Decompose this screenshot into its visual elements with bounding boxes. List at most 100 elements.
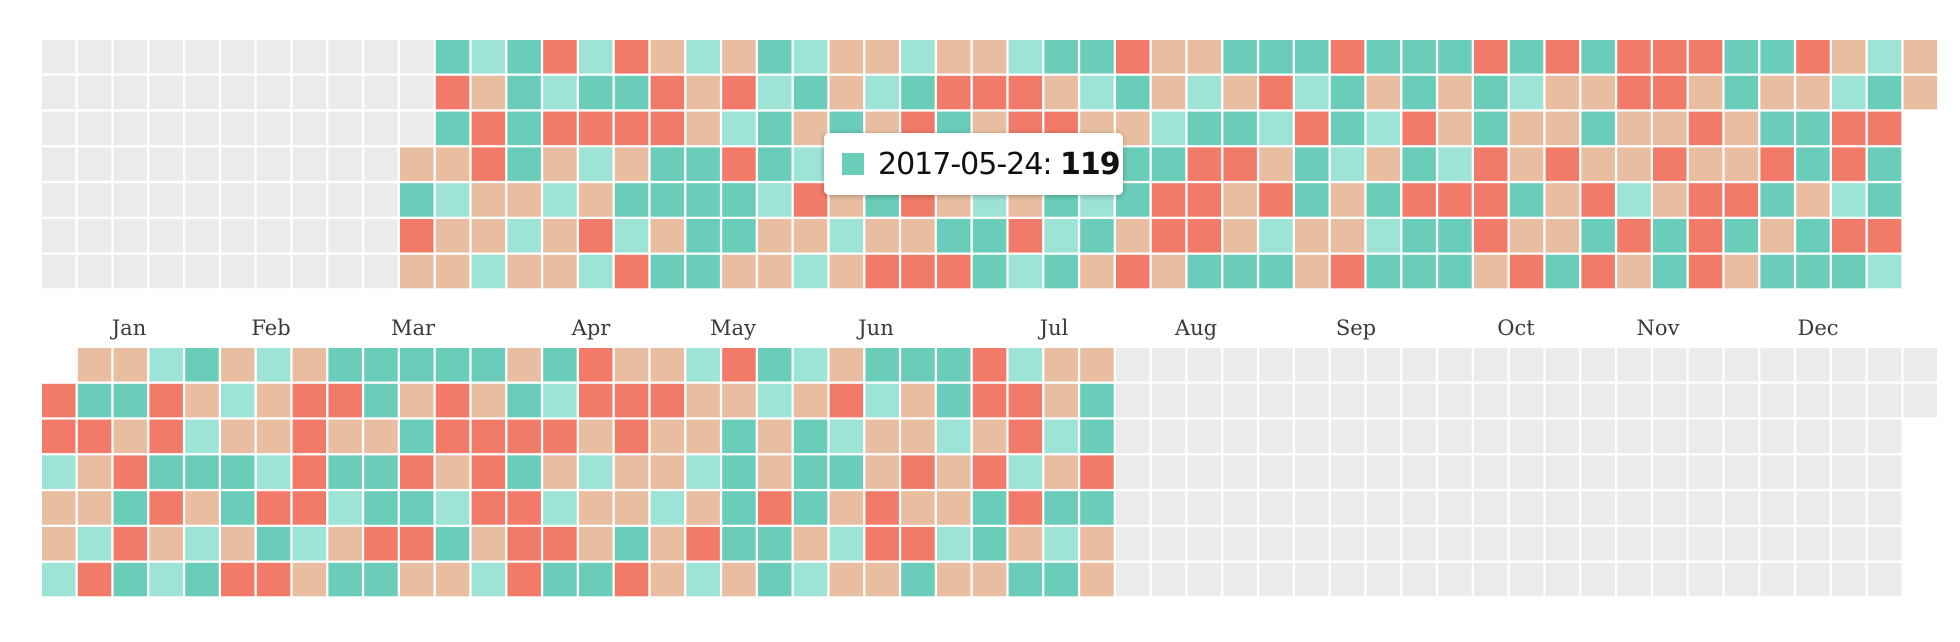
day-cell[interactable] bbox=[1295, 75, 1329, 110]
day-cell[interactable] bbox=[364, 219, 398, 253]
day-cell[interactable] bbox=[829, 40, 864, 74]
day-cell[interactable] bbox=[77, 383, 112, 418]
day-cell[interactable] bbox=[1187, 219, 1222, 253]
day-cell[interactable] bbox=[1402, 75, 1436, 110]
day-cell[interactable] bbox=[1617, 111, 1651, 146]
day-cell[interactable] bbox=[1581, 455, 1615, 489]
day-cell[interactable] bbox=[1796, 419, 1830, 454]
day-cell[interactable] bbox=[1832, 419, 1866, 454]
day-cell[interactable] bbox=[937, 254, 971, 289]
day-cell[interactable] bbox=[292, 491, 327, 525]
day-cell[interactable] bbox=[1832, 562, 1866, 597]
day-cell[interactable] bbox=[793, 219, 828, 253]
day-cell[interactable] bbox=[292, 419, 327, 454]
day-cell[interactable] bbox=[1330, 383, 1365, 418]
day-cell[interactable] bbox=[829, 383, 864, 418]
day-cell[interactable] bbox=[292, 562, 327, 597]
day-cell[interactable] bbox=[1653, 491, 1687, 525]
day-cell[interactable] bbox=[758, 254, 792, 289]
day-cell[interactable] bbox=[1366, 147, 1401, 181]
day-cell[interactable] bbox=[1688, 40, 1723, 74]
day-cell[interactable] bbox=[1402, 111, 1436, 146]
day-cell[interactable] bbox=[1509, 419, 1544, 454]
day-cell[interactable] bbox=[543, 455, 577, 489]
day-cell[interactable] bbox=[1760, 348, 1794, 382]
day-cell[interactable] bbox=[364, 419, 398, 454]
day-cell[interactable] bbox=[1509, 562, 1544, 597]
day-cell[interactable] bbox=[328, 419, 362, 454]
day-cell[interactable] bbox=[722, 183, 756, 217]
day-cell[interactable] bbox=[1008, 419, 1043, 454]
day-cell[interactable] bbox=[865, 527, 899, 561]
day-cell[interactable] bbox=[1151, 383, 1186, 418]
day-cell[interactable] bbox=[793, 75, 828, 110]
day-cell[interactable] bbox=[579, 254, 613, 289]
day-cell[interactable] bbox=[1724, 75, 1759, 110]
day-cell[interactable] bbox=[435, 75, 470, 110]
day-cell[interactable] bbox=[829, 455, 864, 489]
day-cell[interactable] bbox=[1187, 419, 1222, 454]
day-cell[interactable] bbox=[829, 254, 864, 289]
day-cell[interactable] bbox=[901, 75, 935, 110]
day-cell[interactable] bbox=[579, 419, 613, 454]
day-cell[interactable] bbox=[1330, 111, 1365, 146]
day-cell[interactable] bbox=[579, 111, 613, 146]
day-cell[interactable] bbox=[435, 147, 470, 181]
day-cell[interactable] bbox=[686, 419, 720, 454]
day-cell[interactable] bbox=[185, 383, 219, 418]
day-cell[interactable] bbox=[972, 419, 1007, 454]
day-cell[interactable] bbox=[1330, 254, 1365, 289]
day-cell[interactable] bbox=[1366, 40, 1401, 74]
day-cell[interactable] bbox=[1903, 75, 1938, 110]
day-cell[interactable] bbox=[113, 491, 148, 525]
day-cell[interactable] bbox=[400, 75, 434, 110]
day-cell[interactable] bbox=[972, 348, 1007, 382]
day-cell[interactable] bbox=[1187, 527, 1222, 561]
day-cell[interactable] bbox=[1151, 562, 1186, 597]
day-cell[interactable] bbox=[113, 348, 148, 382]
day-cell[interactable] bbox=[1295, 419, 1329, 454]
day-cell[interactable] bbox=[292, 383, 327, 418]
day-cell[interactable] bbox=[1044, 562, 1078, 597]
day-cell[interactable] bbox=[256, 383, 291, 418]
day-cell[interactable] bbox=[722, 562, 756, 597]
day-cell[interactable] bbox=[221, 527, 255, 561]
day-cell[interactable] bbox=[113, 562, 148, 597]
day-cell[interactable] bbox=[1223, 562, 1257, 597]
day-cell[interactable] bbox=[1116, 491, 1150, 525]
day-cell[interactable] bbox=[1760, 147, 1794, 181]
day-cell[interactable] bbox=[113, 419, 148, 454]
day-cell[interactable] bbox=[1796, 147, 1830, 181]
day-cell[interactable] bbox=[364, 111, 398, 146]
day-cell[interactable] bbox=[1438, 383, 1472, 418]
day-cell[interactable] bbox=[650, 40, 685, 74]
day-cell[interactable] bbox=[471, 219, 506, 253]
day-cell[interactable] bbox=[471, 111, 506, 146]
day-cell[interactable] bbox=[1259, 419, 1293, 454]
day-cell[interactable] bbox=[1116, 419, 1150, 454]
day-cell[interactable] bbox=[865, 383, 899, 418]
day-cell[interactable] bbox=[686, 219, 720, 253]
day-cell[interactable] bbox=[1044, 455, 1078, 489]
day-cell[interactable] bbox=[42, 562, 76, 597]
day-cell[interactable] bbox=[793, 147, 828, 181]
day-cell[interactable] bbox=[579, 383, 613, 418]
day-cell[interactable] bbox=[1867, 147, 1902, 181]
day-cell[interactable] bbox=[972, 491, 1007, 525]
day-cell[interactable] bbox=[686, 383, 720, 418]
day-cell[interactable] bbox=[758, 348, 792, 382]
day-cell[interactable] bbox=[507, 562, 541, 597]
day-cell[interactable] bbox=[1008, 75, 1043, 110]
day-cell[interactable] bbox=[1617, 183, 1651, 217]
day-cell[interactable] bbox=[793, 383, 828, 418]
day-cell[interactable] bbox=[1223, 183, 1257, 217]
day-cell[interactable] bbox=[1295, 562, 1329, 597]
day-cell[interactable] bbox=[901, 40, 935, 74]
day-cell[interactable] bbox=[686, 348, 720, 382]
day-cell[interactable] bbox=[1366, 348, 1401, 382]
day-cell[interactable] bbox=[400, 254, 434, 289]
day-cell[interactable] bbox=[435, 219, 470, 253]
day-cell[interactable] bbox=[793, 111, 828, 146]
day-cell[interactable] bbox=[1259, 219, 1293, 253]
day-cell[interactable] bbox=[1187, 40, 1222, 74]
